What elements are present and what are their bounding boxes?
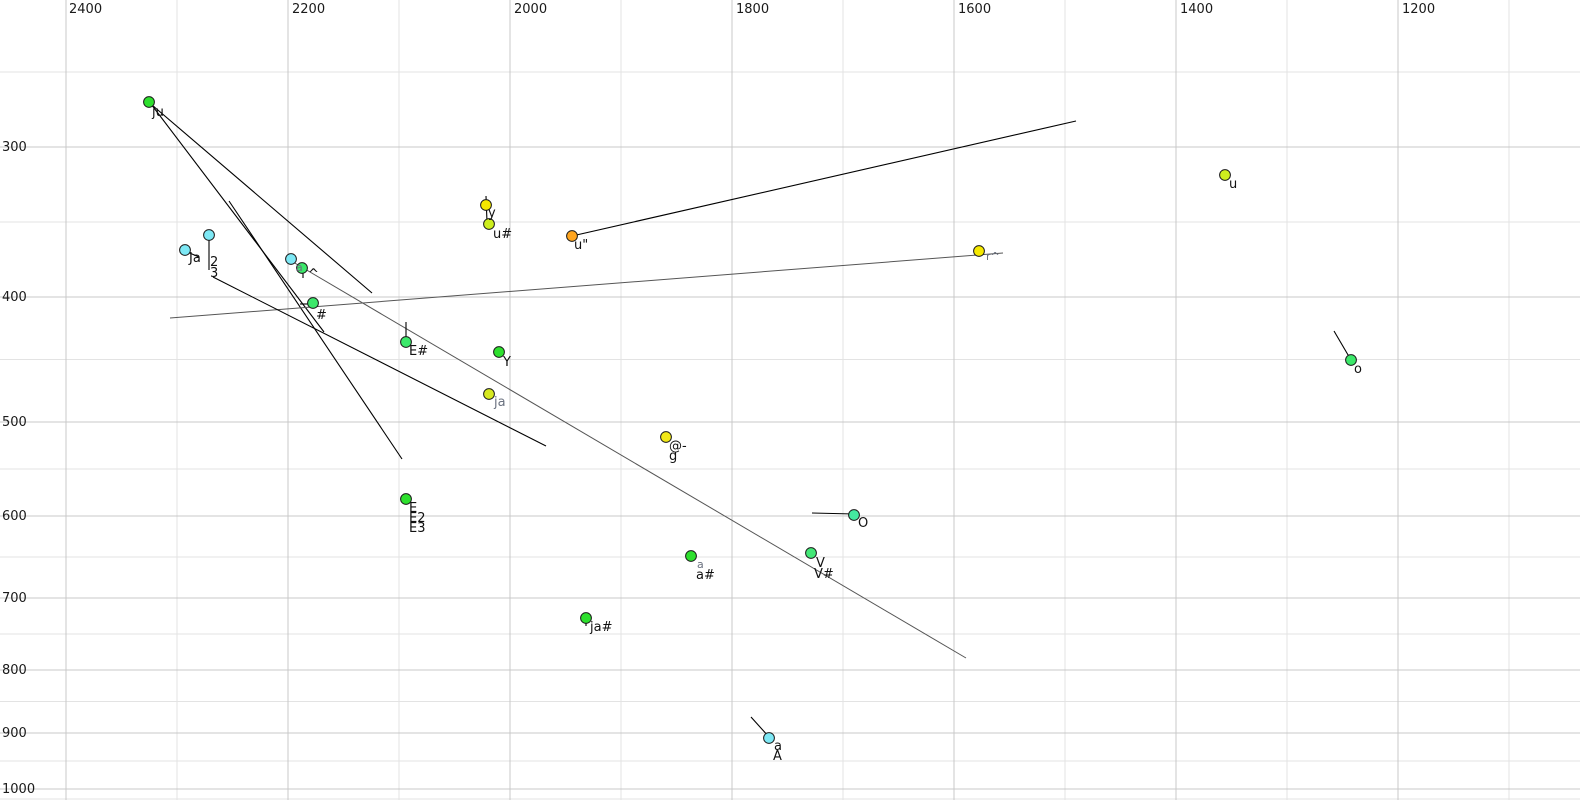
y-tick-label: 400 xyxy=(2,290,27,305)
y-tick-label: 900 xyxy=(2,726,27,741)
x-tick-label: 2400 xyxy=(69,2,103,17)
point-label: E2 xyxy=(409,511,426,526)
point-label: Ja xyxy=(189,251,201,266)
trajectory-line-4 xyxy=(571,120,1077,237)
data-point-marker[interactable] xyxy=(285,253,297,265)
data-point-marker[interactable] xyxy=(307,297,319,309)
y-tick-label: 800 xyxy=(2,663,27,678)
point-label: o xyxy=(1354,362,1362,377)
y-tick-label: 700 xyxy=(2,591,27,606)
data-point-marker[interactable] xyxy=(143,96,155,108)
point-label: u# xyxy=(493,227,513,242)
x-tick-label: 1600 xyxy=(958,2,992,17)
point-label: r^ xyxy=(986,250,1000,263)
point-label: # xyxy=(316,308,327,323)
x-tick-label: 1200 xyxy=(1402,2,1436,17)
x-tick-label: 1400 xyxy=(1180,2,1214,17)
trajectory-line-2 xyxy=(150,103,325,333)
point-label: a xyxy=(296,261,303,274)
data-point-marker[interactable] xyxy=(580,612,592,624)
x-tick-label: 2000 xyxy=(514,2,548,17)
data-point-marker[interactable] xyxy=(400,336,412,348)
data-points[interactable] xyxy=(143,96,1357,744)
point-label: ja xyxy=(494,395,506,410)
data-point-marker[interactable] xyxy=(400,493,412,505)
point-label: O xyxy=(858,516,869,531)
point-label: Y xyxy=(503,355,511,370)
point-label: y xyxy=(488,206,496,221)
y-tick-label: 1000 xyxy=(2,782,36,797)
point-label: a# xyxy=(696,568,715,583)
data-point-marker[interactable] xyxy=(566,230,578,242)
point-label: V# xyxy=(814,567,834,582)
data-point-marker[interactable] xyxy=(483,388,495,400)
data-point-marker[interactable] xyxy=(1345,354,1357,366)
y-tick-label: 300 xyxy=(2,140,27,155)
point-label: A xyxy=(773,749,782,764)
data-point-marker[interactable] xyxy=(660,431,672,443)
data-point-marker[interactable] xyxy=(973,245,985,257)
x-tick-label: 1800 xyxy=(736,2,770,17)
y-tick-label: 500 xyxy=(2,415,27,430)
point-label: E xyxy=(409,501,418,516)
data-point-marker[interactable] xyxy=(203,229,215,241)
point-label: 2 xyxy=(210,255,219,270)
point-label: ^ xyxy=(308,267,319,282)
data-point-marker[interactable] xyxy=(296,262,308,274)
point-label: 3 xyxy=(210,266,219,281)
data-point-marker[interactable] xyxy=(480,199,492,211)
trajectory-line-0 xyxy=(151,104,373,294)
point-label: u xyxy=(1229,177,1238,192)
data-point-marker[interactable] xyxy=(685,550,697,562)
data-point-marker[interactable] xyxy=(179,244,191,256)
data-point-marker[interactable] xyxy=(805,547,817,559)
trajectory-line-7 xyxy=(811,512,855,515)
trajectory-line-1 xyxy=(228,200,403,460)
x-tick-label: 2200 xyxy=(292,2,326,17)
point-label: V xyxy=(816,556,825,571)
point-label: ju xyxy=(152,105,164,120)
data-point-marker[interactable] xyxy=(848,509,860,521)
trajectory-line-5 xyxy=(212,276,547,447)
point-label: a xyxy=(697,558,704,571)
point-label: E# xyxy=(409,344,429,359)
point-label: g xyxy=(669,449,678,464)
y-tick-label: 600 xyxy=(2,509,27,524)
connector-lines xyxy=(150,103,1352,738)
data-point-marker[interactable] xyxy=(483,218,495,230)
point-label: u" xyxy=(574,238,589,253)
trajectory-line-6 xyxy=(292,261,967,659)
data-point-marker[interactable] xyxy=(763,732,775,744)
point-label: @- xyxy=(669,439,687,454)
point-label: a xyxy=(774,739,782,754)
point-label: ja# xyxy=(590,620,613,635)
data-point-marker[interactable] xyxy=(1219,169,1231,181)
point-label: E3 xyxy=(409,521,426,536)
data-point-marker[interactable] xyxy=(493,346,505,358)
